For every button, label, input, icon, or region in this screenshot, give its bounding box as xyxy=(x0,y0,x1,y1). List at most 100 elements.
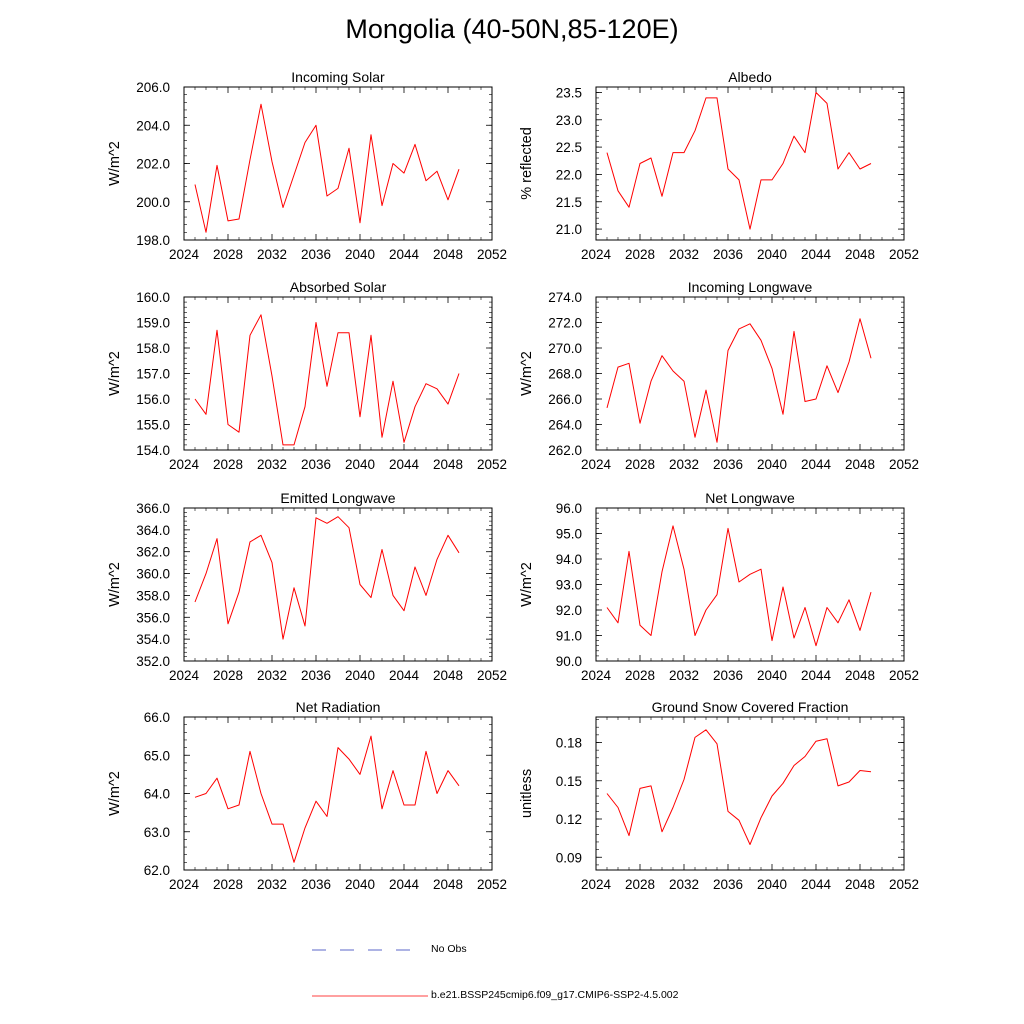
x-tick-label: 2040 xyxy=(757,877,787,892)
x-tick-label: 2052 xyxy=(477,877,507,892)
y-tick-label: 352.0 xyxy=(136,654,170,669)
x-tick-label: 2044 xyxy=(389,247,420,262)
panel-net-longwave: Net Longwave 2024 2028 2032 2036 2040 2044 2048… xyxy=(519,490,919,683)
x-tick-label: 2024 xyxy=(581,247,612,262)
series-line-ground-snow-covered-fraction xyxy=(606,729,872,845)
y-axis-label: W/m^2 xyxy=(107,141,123,186)
y-tick-label: 274.0 xyxy=(548,290,582,305)
y-tick-label: 91.0 xyxy=(556,629,582,644)
legend-model-label: b.e21.BSSP245cmip6.f09_g17.CMIP6-SSP2-4.… xyxy=(431,989,679,1001)
x-tick-label: 2032 xyxy=(669,247,699,262)
y-tick-label: 268.0 xyxy=(548,367,582,382)
y-tick-label: 0.15 xyxy=(556,774,582,789)
y-tick-label: 90.0 xyxy=(556,654,582,669)
x-tick-label: 2024 xyxy=(581,668,612,683)
axes-frame xyxy=(595,716,905,871)
y-tick-label: 155.0 xyxy=(136,418,170,433)
y-tick-label: 272.0 xyxy=(548,316,582,331)
axes-frame xyxy=(595,507,905,662)
x-tick-label: 2036 xyxy=(713,247,743,262)
legend-model-swatch xyxy=(312,995,428,997)
y-tick-label: 154.0 xyxy=(136,443,170,458)
x-tick-label: 2052 xyxy=(889,668,919,683)
series-line-incoming-solar xyxy=(194,103,460,233)
x-tick-label: 2044 xyxy=(801,457,832,472)
y-tick-label: 96.0 xyxy=(556,501,582,516)
legend: No Obs b.e21.BSSP245cmip6.f09_g17.CMIP6-… xyxy=(310,938,810,1008)
series-line-net-longwave xyxy=(606,525,872,647)
y-tick-label: 0.12 xyxy=(556,812,582,827)
x-tick-label: 2044 xyxy=(801,668,832,683)
y-axis-label: W/m^2 xyxy=(107,351,123,396)
legend-obs-label: No Obs xyxy=(431,943,467,955)
x-tick-label: 2044 xyxy=(801,877,832,892)
x-tick-label: 2040 xyxy=(757,668,787,683)
x-tick-label: 2040 xyxy=(345,247,375,262)
y-tick-label: 66.0 xyxy=(144,710,170,725)
x-tick-label: 2048 xyxy=(845,457,875,472)
y-tick-label: 62.0 xyxy=(144,863,170,878)
y-axis-label: W/m^2 xyxy=(107,771,123,816)
y-tick-label: 63.0 xyxy=(144,825,170,840)
x-tick-label: 2028 xyxy=(213,877,243,892)
series-line-emitted-longwave xyxy=(194,516,460,640)
x-tick-label: 2036 xyxy=(713,668,743,683)
y-tick-label: 360.0 xyxy=(136,567,170,582)
y-tick-label: 23.0 xyxy=(556,113,582,128)
x-tick-label: 2044 xyxy=(801,247,832,262)
y-tick-label: 64.0 xyxy=(144,787,170,802)
x-tick-label: 2048 xyxy=(433,668,463,683)
y-tick-label: 21.5 xyxy=(556,195,582,210)
x-tick-label: 2036 xyxy=(301,457,331,472)
x-tick-label: 2052 xyxy=(477,668,507,683)
x-tick-label: 2036 xyxy=(713,877,743,892)
panel-emitted-longwave: Emitted Longwave 2024 2028 2032 2036 2040 2044… xyxy=(107,490,507,683)
x-tick-label: 2028 xyxy=(213,247,243,262)
panel-title: Net Radiation xyxy=(296,699,381,715)
y-tick-label: 23.5 xyxy=(556,85,582,100)
x-tick-label: 2040 xyxy=(345,668,375,683)
y-tick-label: 264.0 xyxy=(548,418,582,433)
x-tick-label: 2040 xyxy=(345,877,375,892)
x-tick-label: 2036 xyxy=(301,668,331,683)
panel-ground-snow-covered-fraction: Ground Snow Covered Fraction 2024 2028 2032… xyxy=(519,699,919,892)
y-axis-label: W/m^2 xyxy=(519,351,535,396)
x-tick-label: 2028 xyxy=(625,668,655,683)
x-tick-label: 2032 xyxy=(669,877,699,892)
y-tick-label: 362.0 xyxy=(136,545,170,560)
x-tick-label: 2032 xyxy=(257,877,287,892)
panel-net-radiation: Net Radiation 2024 2028 2032 2036 2040 2044 204… xyxy=(107,699,507,892)
x-tick-label: 2036 xyxy=(301,877,331,892)
y-axis-label: W/m^2 xyxy=(107,562,123,607)
y-tick-label: 358.0 xyxy=(136,588,170,603)
x-tick-label: 2048 xyxy=(845,668,875,683)
y-axis-label: % reflected xyxy=(519,127,535,200)
x-tick-label: 2052 xyxy=(889,247,919,262)
panel-title: Albedo xyxy=(728,69,772,85)
x-tick-label: 2024 xyxy=(169,877,200,892)
x-tick-label: 2032 xyxy=(257,247,287,262)
panel-title: Incoming Solar xyxy=(291,69,385,85)
y-tick-label: 0.09 xyxy=(556,850,582,865)
x-tick-label: 2024 xyxy=(169,247,200,262)
y-tick-label: 198.0 xyxy=(136,233,170,248)
x-tick-label: 2028 xyxy=(625,247,655,262)
panel-title: Net Longwave xyxy=(705,490,795,506)
y-tick-label: 200.0 xyxy=(136,195,170,210)
y-tick-label: 202.0 xyxy=(136,157,170,172)
y-tick-label: 0.18 xyxy=(556,736,582,751)
y-tick-label: 160.0 xyxy=(136,290,170,305)
y-axis-label: W/m^2 xyxy=(519,562,535,607)
series-line-incoming-longwave xyxy=(606,318,872,443)
series-line-net-radiation xyxy=(194,735,460,863)
y-tick-label: 262.0 xyxy=(548,443,582,458)
legend-obs-swatch xyxy=(312,949,418,951)
y-tick-label: 94.0 xyxy=(556,552,582,567)
x-tick-label: 2048 xyxy=(845,247,875,262)
y-tick-label: 93.0 xyxy=(556,578,582,593)
x-tick-label: 2028 xyxy=(213,668,243,683)
x-tick-label: 2048 xyxy=(433,247,463,262)
y-tick-label: 22.0 xyxy=(556,167,582,182)
x-tick-label: 2044 xyxy=(389,457,420,472)
